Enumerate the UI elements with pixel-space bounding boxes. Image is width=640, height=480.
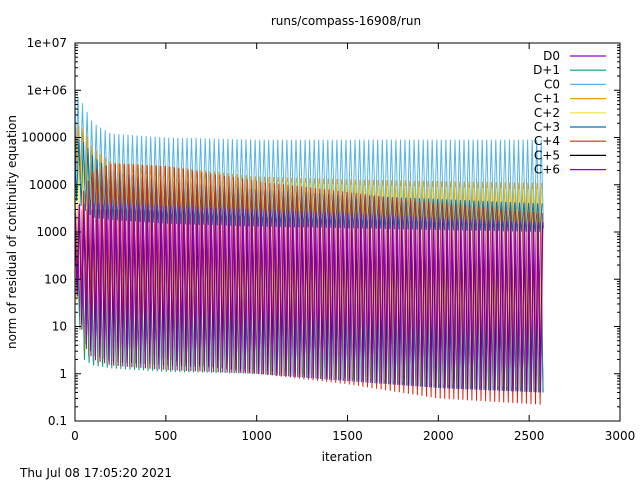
y-axis: 0.1 1 10 100 1000 10000 100000 1e+06 1e+07: [21, 36, 620, 428]
x-tick-label: 500: [154, 429, 177, 443]
x-axis-label: iteration: [322, 450, 373, 464]
x-tick-label: 2500: [514, 429, 545, 443]
y-tick-label: 1e+07: [27, 36, 67, 50]
y-tick-label: 100000: [21, 131, 67, 145]
timestamp: Thu Jul 08 17:05:20 2021: [19, 466, 172, 480]
x-tick-label: 0: [71, 429, 79, 443]
x-tick-label: 1000: [241, 429, 272, 443]
y-tick-label: 1000: [36, 225, 67, 239]
legend-label: C+3: [534, 120, 560, 134]
legend-label: C+1: [534, 92, 560, 106]
x-tick-label: 3000: [605, 429, 636, 443]
legend-label: C+4: [534, 134, 560, 148]
y-tick-label: 10: [52, 320, 67, 334]
series-line-cplus6: [74, 203, 544, 393]
legend-label: C+6: [534, 163, 560, 177]
y-axis-label: norm of residual of continuity equation: [5, 115, 19, 349]
y-tick-label: 10000: [29, 178, 67, 192]
y-tick-label: 1: [59, 367, 67, 381]
chart-title: runs/compass-16908/run: [271, 14, 421, 28]
x-tick-label: 2000: [423, 429, 454, 443]
series-layer: [74, 94, 544, 405]
x-tick-label: 1500: [332, 429, 363, 443]
legend-label: C0: [544, 77, 560, 91]
legend-label: D0: [543, 49, 560, 63]
x-axis: 0 500 1000 1500 2000 2500 3000: [71, 43, 635, 443]
legend-label: C+2: [534, 106, 560, 120]
legend-label: D+1: [533, 63, 560, 77]
legend-label: C+5: [534, 148, 560, 162]
y-tick-label: 100: [44, 272, 67, 286]
y-tick-label: 0.1: [48, 414, 67, 428]
y-tick-label: 1e+06: [27, 83, 67, 97]
